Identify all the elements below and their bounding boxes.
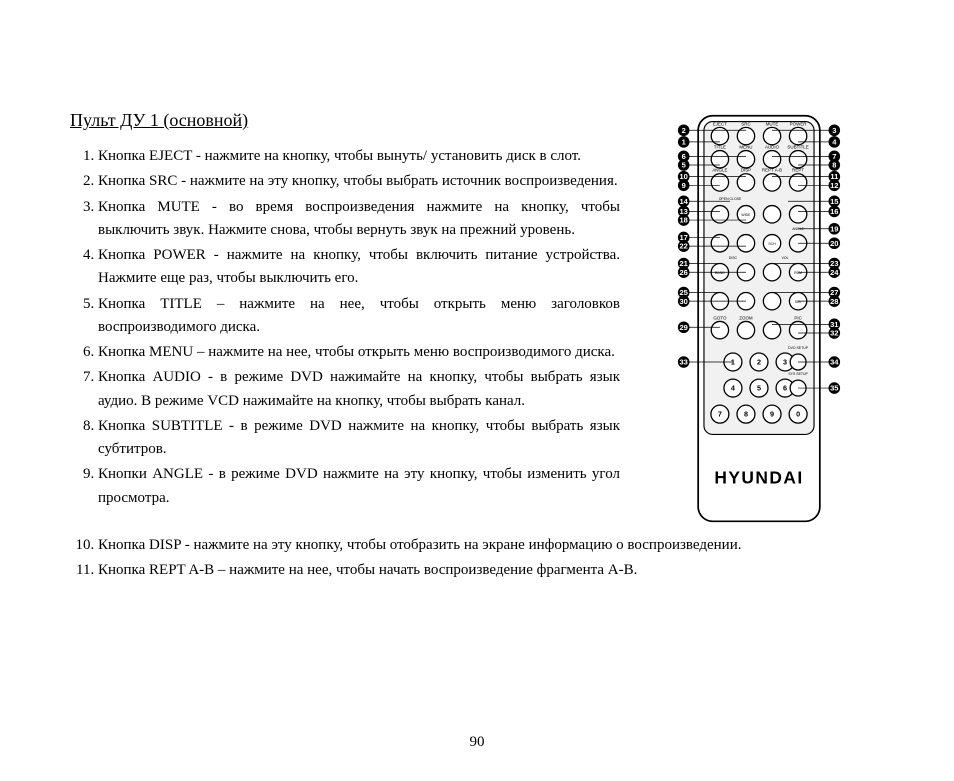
- remote-button: [789, 206, 806, 223]
- button-label: ANGLE: [712, 168, 727, 173]
- group-label: DVD SETUP: [788, 346, 809, 350]
- callout-number: 14: [680, 197, 689, 206]
- callout-number: 18: [680, 216, 688, 225]
- callout-number: 1: [682, 137, 686, 146]
- callout-number: 5: [682, 161, 686, 170]
- numpad-digit: 3: [783, 358, 787, 367]
- remote-button: [763, 264, 780, 281]
- brand-logo: HYUNDAI: [714, 468, 803, 488]
- group-label: ANGLE: [792, 227, 804, 231]
- instruction-item: Кнопка AUDIO - в режиме DVD нажимайте на…: [98, 366, 620, 413]
- instruction-list-continued: Кнопка DISP - нажмите на эту кнопку, что…: [70, 534, 884, 583]
- remote-button: [763, 292, 780, 309]
- text-column: Пульт ДУ 1 (основной) Кнопка EJECT - наж…: [70, 110, 620, 530]
- button-sublabel: BAND: [715, 271, 725, 275]
- instruction-item: Кнопка SRC - нажмите на эту кнопку, чтоб…: [98, 170, 620, 193]
- button-sublabel: RDM: [794, 271, 802, 275]
- numpad-digit: 2: [757, 358, 761, 367]
- button-label: POWER: [790, 121, 808, 126]
- button-label: MENU: [739, 145, 752, 150]
- remote-button: [763, 206, 780, 223]
- remote-button: [737, 151, 754, 168]
- open-close-label: OPEN CLOSE: [719, 197, 742, 201]
- instruction-item: Кнопки ANGLE - в режиме DVD нажмите на э…: [98, 463, 620, 510]
- remote-button: [737, 321, 754, 338]
- callout-number: 2: [682, 126, 686, 135]
- button-label: GOTO: [713, 315, 727, 320]
- remote-button: [711, 321, 728, 338]
- button-label: DISP: [741, 168, 751, 173]
- instruction-item: Кнопка POWER - нажмите на кнопку, чтобы …: [98, 244, 620, 291]
- button-label: REPT: [792, 168, 804, 173]
- button-label: REPT A-B: [762, 168, 782, 173]
- button-label: PIC: [794, 315, 802, 320]
- remote-svg: EJECT SRC MUTE POWER TITLE MENU AUDIO SUBTITLE A…: [634, 110, 884, 530]
- page-number: 90: [0, 734, 954, 751]
- callout-number: 20: [830, 239, 838, 248]
- numpad-digit: 8: [744, 410, 748, 419]
- callout-number: 32: [830, 329, 838, 338]
- button-label: SUBTITLE: [787, 145, 808, 150]
- button-label: EJECT: [713, 121, 727, 126]
- numpad-digit: 0: [796, 410, 800, 419]
- callout-number: 9: [682, 181, 686, 190]
- button-label: SRC: [741, 121, 751, 126]
- instruction-list: Кнопка EJECT - нажмите на кнопку, чтобы …: [70, 145, 620, 510]
- page: Пульт ДУ 1 (основной) Кнопка EJECT - наж…: [0, 0, 954, 781]
- remote-button: [737, 235, 754, 252]
- content-row: Пульт ДУ 1 (основной) Кнопка EJECT - наж…: [70, 110, 884, 530]
- button-sublabel: SCH: [768, 242, 776, 246]
- button-sublabel: SEL: [795, 300, 802, 304]
- group-label: SYS SETUP: [788, 372, 808, 376]
- button-label: ZOOM: [739, 315, 753, 320]
- callout-number: 3: [832, 126, 836, 135]
- instruction-item: Кнопка MUTE - во время воспроизведения н…: [98, 196, 620, 243]
- group-label: VOL: [782, 256, 789, 260]
- instruction-item: Кнопка MENU – нажмите на нее, чтобы откр…: [98, 341, 620, 364]
- callout-number: 26: [680, 268, 688, 277]
- instruction-item: Кнопка DISP - нажмите на эту кнопку, что…: [98, 534, 884, 557]
- numpad-digit: 6: [783, 384, 787, 393]
- page-title: Пульт ДУ 1 (основной): [70, 110, 620, 131]
- callout-number: 29: [680, 323, 688, 332]
- numpad-digit: 4: [731, 384, 735, 393]
- callout-number: 34: [830, 358, 839, 367]
- remote-button: [763, 151, 780, 168]
- instruction-item: Кнопка SUBTITLE - в режиме DVD нажмите н…: [98, 415, 620, 462]
- instruction-item: Кнопка EJECT - нажмите на кнопку, чтобы …: [98, 145, 620, 168]
- instruction-item: Кнопка TITLE – нажмите на нее, чтобы отк…: [98, 293, 620, 340]
- callout-number: 8: [832, 161, 836, 170]
- callout-number: 33: [680, 358, 688, 367]
- callout-number: 22: [680, 242, 688, 251]
- callout-number: 12: [830, 181, 838, 190]
- callout-number: 35: [830, 384, 838, 393]
- callout-number: 16: [830, 207, 838, 216]
- button-sublabel: WIDE: [741, 213, 751, 217]
- callout-number: 15: [830, 197, 838, 206]
- numpad-digit: 5: [757, 384, 761, 393]
- remote-diagram: EJECT SRC MUTE POWER TITLE MENU AUDIO SUBTITLE A…: [634, 110, 884, 530]
- button-label: MUTE: [766, 121, 779, 126]
- numpad-digit: 9: [770, 410, 774, 419]
- button-label: AUDIO: [765, 145, 780, 150]
- callout-number: 19: [830, 224, 838, 233]
- callout-number: 28: [830, 297, 838, 306]
- button-label: TITLE: [714, 145, 726, 150]
- instruction-item: Кнопка REPT A-B – нажмите на нее, чтобы …: [98, 559, 884, 582]
- callout-number: 24: [830, 268, 839, 277]
- callout-number: 30: [680, 297, 688, 306]
- numpad-digit: 7: [718, 410, 722, 419]
- group-label: DISC: [729, 256, 738, 260]
